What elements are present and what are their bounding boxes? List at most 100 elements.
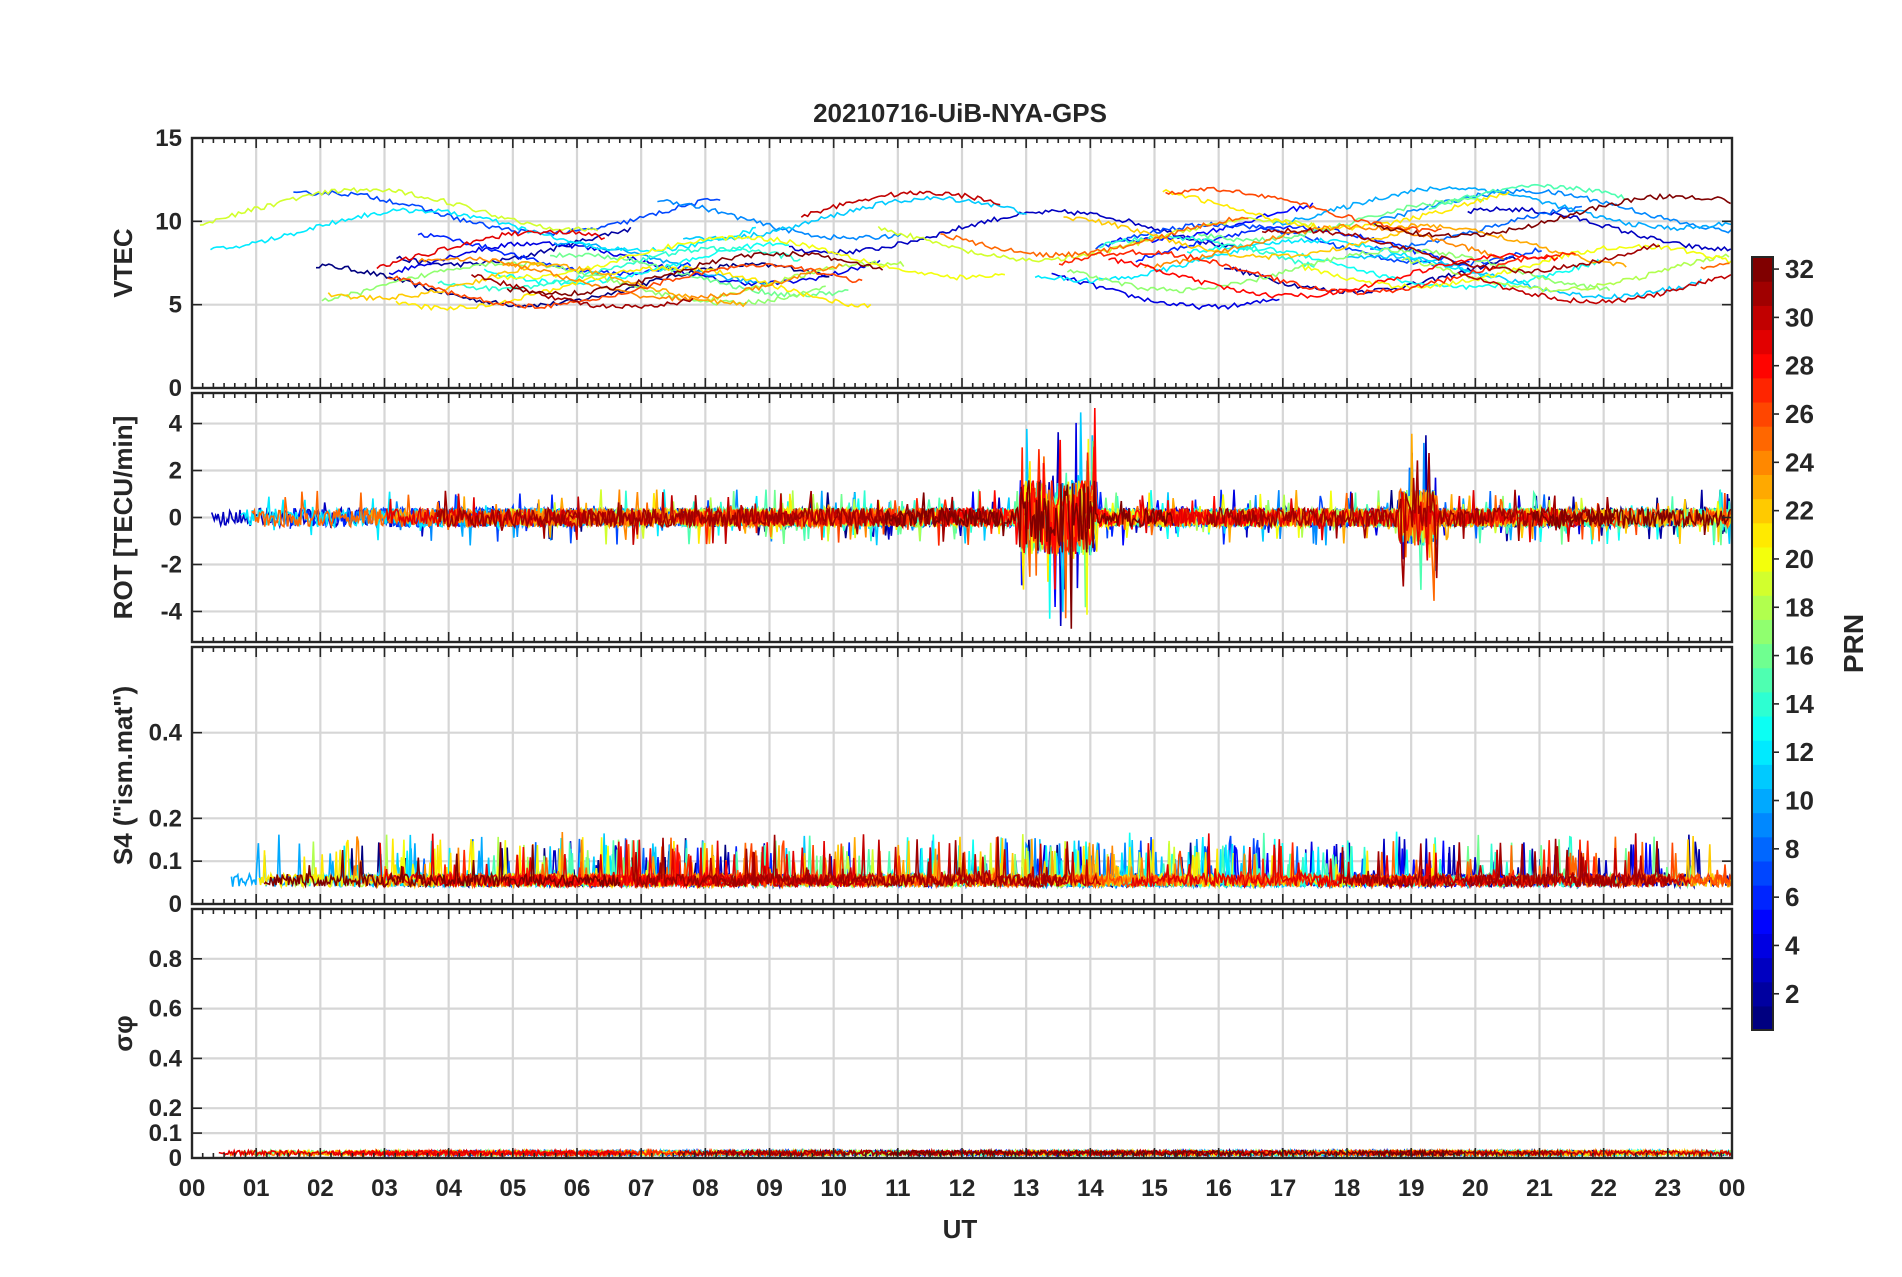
series-prn-31: [631, 834, 1672, 890]
series-prn-25: [940, 216, 1730, 270]
y-tick-label: 0.4: [149, 720, 183, 747]
x-tick-label: 22: [1590, 1175, 1617, 1202]
series-group: [230, 831, 1732, 890]
colorbar-swatch: [1752, 257, 1773, 282]
x-tick-label: 00: [179, 1175, 206, 1202]
colorbar-swatch: [1752, 691, 1773, 717]
x-tick-label: 15: [1141, 1175, 1168, 1202]
y-axis-label: VTEC: [108, 228, 138, 298]
x-tick-label: 12: [949, 1175, 976, 1202]
colorbar-swatch: [1752, 909, 1773, 934]
colorbar-swatch: [1752, 764, 1773, 790]
colorbar-tick-label: 22: [1785, 496, 1814, 526]
y-tick-label: 0: [169, 1145, 182, 1172]
panel-s4: 0 0.1 0.2 0.4 S4 ("ism.mat"): [108, 645, 1734, 918]
y-tick-label: 10: [155, 208, 182, 235]
colorbar-tick-label: 32: [1785, 254, 1814, 284]
colorbar-swatch: [1752, 1005, 1773, 1031]
y-tick-label: 2: [169, 458, 182, 485]
series-prn-3: [788, 206, 1732, 256]
colorbar-swatch: [1752, 474, 1773, 500]
colorbar-label: PRN: [1838, 614, 1869, 673]
colorbar-swatch: [1752, 401, 1773, 427]
colorbar-swatch: [1752, 450, 1773, 476]
y-tick-label: 0.1: [149, 1120, 182, 1147]
colorbar-swatch: [1752, 595, 1773, 620]
y-axis-label: S4 ("ism.mat"): [108, 686, 138, 865]
series-group: [210, 407, 1732, 629]
colorbar-tick-label: 18: [1785, 592, 1814, 622]
x-tick-label: 05: [499, 1175, 526, 1202]
y-tick-label: 0.8: [149, 946, 182, 973]
series-prn-26: [387, 186, 1442, 310]
panel-sigma_phi: 00.10.2 0.4 0.6 0.8 σφ: [108, 907, 1734, 1172]
y-tick-label: -2: [161, 551, 182, 578]
x-tick-label: 06: [564, 1175, 591, 1202]
x-tick-label: 07: [628, 1175, 655, 1202]
colorbar-tick-label: 26: [1785, 399, 1814, 429]
y-tick-label: 0: [169, 505, 182, 532]
colorbar-tick-label: 24: [1785, 447, 1814, 477]
colorbar-swatch: [1752, 836, 1773, 862]
y-tick-label: 0: [169, 375, 182, 402]
x-ticks: [191, 393, 1733, 642]
x-tick-label: 03: [371, 1175, 398, 1202]
y-tick-labels: 0 5 10 15: [155, 125, 1732, 402]
y-tick-label: 0.2: [149, 1095, 182, 1122]
colorbar-swatch: [1752, 619, 1773, 645]
y-tick-label: 0.6: [149, 996, 182, 1023]
series-group: [218, 1147, 1732, 1158]
series-prn-14: [437, 234, 1315, 292]
colorbar-swatch: [1752, 715, 1773, 741]
x-tick-label: 09: [756, 1175, 783, 1202]
colorbar-swatch: [1752, 426, 1773, 451]
y-tick-labels: 0 0.1 0.2 0.4: [149, 720, 1732, 918]
series-prn-22: [327, 216, 1411, 302]
colorbar-swatch: [1752, 329, 1773, 355]
y-tick-label: 15: [155, 125, 182, 152]
colorbar-swatch: [1752, 498, 1773, 524]
x-ticks: [191, 909, 1733, 1158]
x-tick-label: 16: [1205, 1175, 1232, 1202]
series-prn-32: [884, 480, 1732, 629]
panel-vtec: 0 5 10 15 VTEC: [108, 125, 1734, 402]
colorbar-swatch: [1752, 885, 1773, 910]
series-prn-19: [199, 187, 1316, 263]
colorbar-frame: [1751, 256, 1774, 1031]
colorbar-swatch: [1752, 788, 1773, 814]
colorbar-swatch: [1752, 571, 1773, 596]
series-prn-13: [483, 241, 1602, 291]
colorbar-swatch: [1752, 933, 1773, 959]
colorbar-swatch: [1752, 643, 1773, 669]
series-prn-8: [1370, 205, 1583, 250]
colorbar-swatch: [1752, 740, 1773, 765]
x-tick-label: 00: [1719, 1175, 1746, 1202]
colorbar-tick-label: 30: [1785, 302, 1814, 332]
x-ticks: [191, 138, 1733, 388]
y-tick-labels: -4 -2 0 2 4: [161, 411, 1732, 625]
colorbar-tick-label: 4: [1785, 930, 1800, 960]
colorbar-swatch: [1752, 305, 1773, 331]
series-prn-21: [395, 188, 1510, 311]
x-tick-label: 08: [692, 1175, 719, 1202]
x-tick-label: 13: [1013, 1175, 1040, 1202]
colorbar-tick-label: 12: [1785, 737, 1814, 767]
x-tick-label: 18: [1334, 1175, 1361, 1202]
y-tick-label: 0.1: [149, 848, 182, 875]
colorbar-swatch: [1752, 957, 1773, 983]
series-prn-29: [376, 229, 606, 270]
series-prn-23: [502, 223, 1627, 308]
y-axis-label: ROT [TECU/min]: [108, 416, 138, 620]
colorbar-tick-label: 20: [1785, 544, 1814, 574]
x-tick-label: 02: [307, 1175, 334, 1202]
x-tick-label: 21: [1526, 1175, 1553, 1202]
x-tick-label: 20: [1462, 1175, 1489, 1202]
x-axis-label: UT: [943, 1214, 978, 1244]
colorbar-tick-label: 10: [1785, 786, 1814, 816]
colorbar-swatch: [1752, 522, 1773, 548]
colorbar-swatch: [1752, 377, 1773, 403]
series-prn-28: [1108, 252, 1559, 299]
series-prn-31: [471, 226, 1661, 309]
colorbar-tick-label: 28: [1785, 351, 1814, 381]
